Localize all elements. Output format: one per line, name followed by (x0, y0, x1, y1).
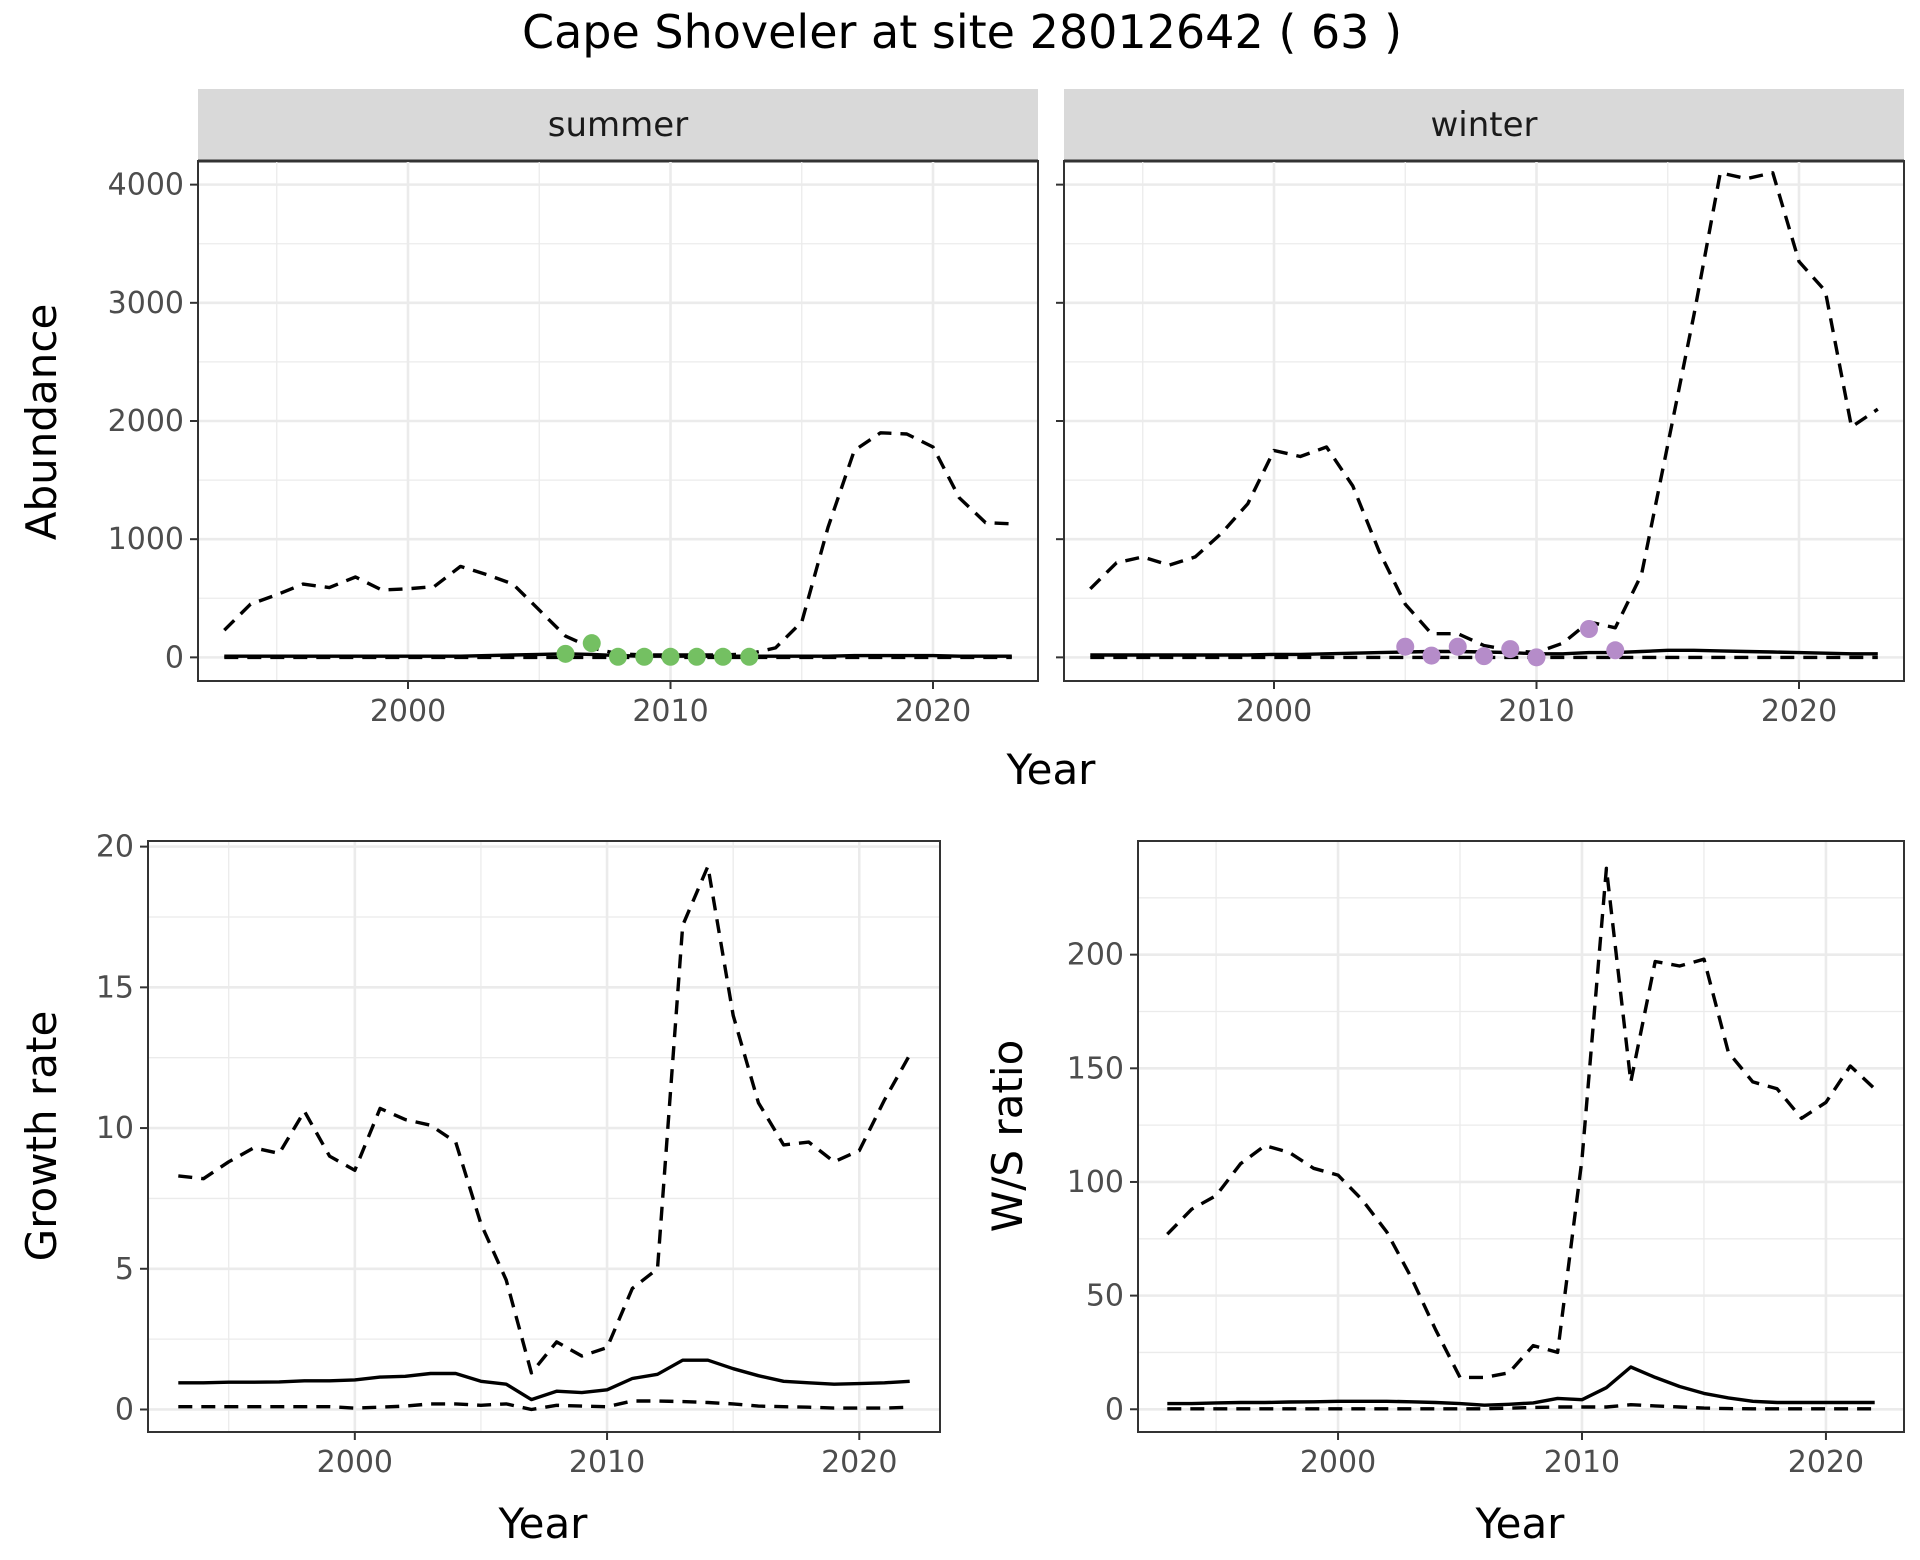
y-tick-label: 3000 (108, 286, 184, 321)
data-point (661, 647, 680, 666)
ws-x-axis-title: Year (1475, 1499, 1566, 1548)
data-point (1501, 640, 1520, 659)
y-tick-label: 15 (96, 970, 134, 1005)
x-tick-label: 2020 (1788, 1445, 1864, 1480)
strip-summer-bg (198, 89, 1038, 161)
data-point (714, 647, 732, 666)
y-tick-label: 4000 (108, 168, 184, 203)
x-tick-label: 2010 (632, 694, 708, 729)
x-tick-label: 2010 (1498, 694, 1574, 729)
panel-growth: 2000 2010 2020 0 5 10 15 20 (96, 830, 941, 1480)
y-tick-label: 1000 (108, 522, 184, 557)
panel-summer: 2000 2010 2020 0 1000 2000 3000 4000 (108, 160, 1039, 729)
series-line-3 (178, 1399, 910, 1412)
strip-winter-label: winter (1430, 105, 1537, 145)
data-point (1475, 647, 1493, 666)
data-point (740, 647, 759, 666)
data-point (1580, 620, 1598, 638)
panel-winter: 2000 2010 2020 (1056, 160, 1905, 729)
data-point (1606, 641, 1625, 660)
growth-y-axis-title: Growth rate (17, 1011, 66, 1262)
strip-winter-bg (1064, 89, 1904, 161)
x-tick-label: 2020 (895, 694, 971, 729)
data-point (1396, 637, 1415, 656)
x-tick-label: 2000 (1300, 1445, 1376, 1480)
x-tick-label: 2010 (569, 1445, 645, 1480)
series-line-2 (1167, 1365, 1875, 1407)
series-line-1 (1089, 171, 1879, 655)
series-line-1 (223, 431, 1012, 657)
top-y-axis-title: Abundance (17, 304, 66, 541)
x-tick-label: 2000 (1236, 694, 1312, 729)
y-tick-label: 50 (1086, 1279, 1124, 1314)
top-x-axis-title: Year (1006, 745, 1097, 794)
x-tick-label: 2000 (370, 694, 446, 729)
series-line-2 (178, 1358, 910, 1402)
data-point (1527, 648, 1546, 667)
panel-ws_ratio: 2000 2010 2020 0 50 100 150 200 (1067, 840, 1905, 1480)
growth-x-axis-title: Year (498, 1499, 589, 1548)
y-tick-label: 2000 (108, 404, 184, 439)
y-tick-label: 5 (115, 1252, 134, 1287)
y-tick-label: 200 (1067, 938, 1124, 973)
data-point (1422, 646, 1441, 665)
data-point (687, 647, 706, 666)
panel-border (1137, 840, 1905, 1433)
series-line-1 (178, 864, 912, 1375)
figure-title: Cape Shoveler at site 28012642 ( 63 ) (522, 5, 1402, 59)
series-line-1 (1166, 866, 1876, 1380)
x-tick-label: 2010 (1544, 1445, 1620, 1480)
y-tick-label: 0 (115, 1392, 134, 1427)
series-line-3 (1167, 1403, 1875, 1411)
y-tick-label: 100 (1067, 1165, 1124, 1200)
data-point (556, 644, 575, 663)
data-point (635, 647, 654, 666)
y-tick-label: 20 (96, 830, 134, 865)
ws-y-axis-title: W/S ratio (983, 1040, 1032, 1233)
data-point (1448, 637, 1467, 656)
y-tick-label: 0 (1105, 1392, 1124, 1427)
data-point (609, 647, 627, 666)
x-tick-label: 2020 (1761, 694, 1837, 729)
y-tick-label: 0 (165, 640, 184, 675)
x-tick-label: 2000 (317, 1445, 393, 1480)
data-point (582, 634, 601, 653)
x-tick-label: 2020 (821, 1445, 897, 1480)
panel-border (147, 840, 941, 1433)
y-tick-label: 10 (96, 1111, 134, 1146)
y-tick-label: 150 (1067, 1051, 1124, 1086)
strip-summer-label: summer (548, 105, 688, 145)
